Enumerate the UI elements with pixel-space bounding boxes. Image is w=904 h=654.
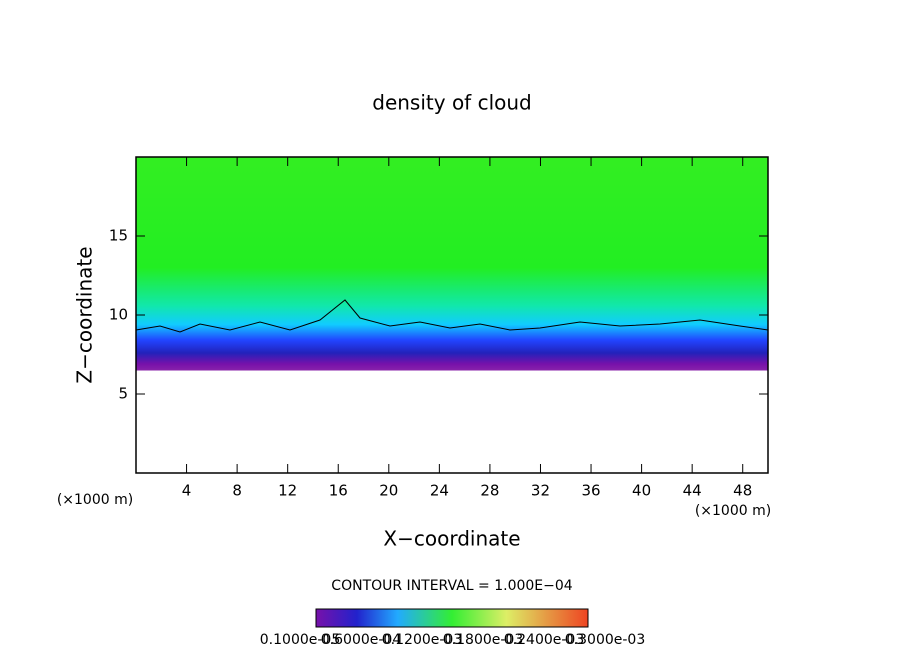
x-tick-label: 44 <box>683 482 702 500</box>
x-tick-label: 4 <box>182 482 192 500</box>
x-tick-label: 16 <box>329 482 348 500</box>
colorbar-label: 0.3000e-03 <box>565 632 645 648</box>
x-tick-label: 12 <box>278 482 297 500</box>
contour-interval: CONTOUR INTERVAL = 1.000E−04 <box>331 578 572 594</box>
x-tick-label: 8 <box>232 482 242 500</box>
x-tick-label: 28 <box>480 482 499 500</box>
x-tick-label: 36 <box>581 482 600 500</box>
contour-field <box>136 157 768 473</box>
colorbar-label: 0.1000e-05 <box>260 632 340 648</box>
colorbar-label: 0.1800e-03 <box>443 632 523 648</box>
colorbar-label: 0.1200e-03 <box>382 632 462 648</box>
x-tick-label: 24 <box>430 482 449 500</box>
y-tick-label: 5 <box>118 385 128 403</box>
colorbar <box>315 608 589 628</box>
y-tick-label: 10 <box>109 306 128 324</box>
y-tick-label: 15 <box>109 227 128 245</box>
x-unit-label: (×1000 m) <box>695 503 771 519</box>
x-unit-label: (×1000 m) <box>57 492 133 508</box>
chart-title: density of cloud <box>372 91 531 115</box>
contour-line <box>135 299 769 333</box>
x-tick-label: 32 <box>531 482 550 500</box>
x-axis-label: X−coordinate <box>383 527 520 551</box>
colorbar-label: 0.6000e-04 <box>321 632 402 648</box>
x-tick-label: 48 <box>733 482 752 500</box>
x-tick-label: 40 <box>632 482 651 500</box>
colorbar-label: 0.2400e-03 <box>504 632 584 648</box>
y-axis-label: Z−coordinate <box>73 246 97 383</box>
x-tick-label: 20 <box>379 482 398 500</box>
